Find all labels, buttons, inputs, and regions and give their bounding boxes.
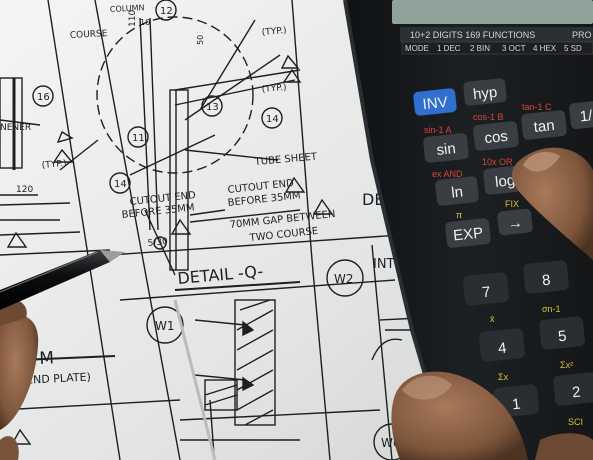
note-nener: NENER [0, 123, 31, 133]
key-tan-label: tan [533, 117, 556, 136]
pen [0, 250, 125, 310]
note-dim-530: 5/30 [147, 237, 168, 249]
mode-tab-oct: 3 OCT [502, 44, 526, 53]
key-ln-label: ln [450, 183, 463, 201]
key-log-label: log [494, 172, 516, 191]
shift-exp: ex AND [432, 169, 463, 179]
callout-11: 11 [132, 133, 145, 144]
key-hyp[interactable]: hyp [463, 78, 507, 106]
note-dim-110: 110 [128, 10, 138, 27]
key-hyp-label: hyp [472, 84, 498, 103]
weld-mark-w1: W1 [155, 319, 175, 333]
shift-sigma-x: Σx [498, 372, 509, 382]
key-2[interactable]: 2 [553, 372, 593, 406]
mode-tab-dec: 1 DEC [437, 44, 461, 53]
mode-tab-bin: 2 BIN [470, 44, 490, 53]
shift-pi: π [456, 210, 462, 220]
shift-tan-inv: tan-1 C [522, 102, 552, 112]
calculator-display [392, 0, 593, 24]
left-hand [0, 298, 39, 460]
key-inv[interactable]: INV [413, 88, 457, 116]
key-tan[interactable]: tan [521, 110, 567, 140]
key-7[interactable]: 7 [463, 272, 510, 306]
callout-13: 13 [206, 102, 219, 113]
note-typ-2: (TYP.) [261, 83, 287, 95]
weld-mark-w2: W2 [334, 272, 354, 286]
model-pro: PRO [572, 30, 592, 40]
note-column: COLUMN [110, 3, 145, 14]
calculator: 10+2 DIGITS 169 FUNCTIONS PRO MODE 1 DEC… [343, 0, 593, 460]
note-typ-3: (TYP.) [41, 159, 67, 171]
key-inv-label: INV [422, 94, 449, 114]
key-4-label: 4 [497, 340, 507, 358]
shift-fix: FIX [505, 199, 519, 209]
key-cos-label: cos [484, 128, 509, 147]
key-4[interactable]: 4 [479, 328, 526, 362]
model-text: 10+2 DIGITS 169 FUNCTIONS [410, 30, 535, 40]
shift-cos-inv: cos-1 B [473, 112, 504, 122]
key-5[interactable]: 5 [539, 316, 586, 350]
shift-labels: sin-1 A cos-1 B tan-1 C ex AND 10x OR π … [424, 102, 583, 427]
paper-fold [173, 299, 217, 460]
shift-sigma-x2: Σx² [560, 360, 573, 370]
technical-drawing [0, 0, 421, 460]
key-1-label: 1 [511, 396, 521, 414]
right-hand [391, 147, 593, 460]
key-frac-label: 1/ [579, 107, 593, 125]
callout-12: 12 [160, 6, 173, 17]
key-7-label: 7 [481, 284, 491, 302]
mode-tab-hex: 4 HEX [533, 44, 557, 53]
key-arrow-label: → [507, 214, 524, 232]
shift-sin-inv: sin-1 A [424, 125, 452, 135]
note-dim-120: 120 [16, 185, 33, 195]
key-arrow[interactable]: → [497, 208, 533, 236]
note-end-plate: (END PLATE) [21, 370, 91, 387]
note-course: COURSE [70, 29, 108, 41]
callout-10: 10 [140, 18, 150, 27]
key-2-label: 2 [571, 384, 581, 402]
key-5-label: 5 [557, 328, 567, 346]
key-exp[interactable]: EXP [445, 218, 491, 248]
key-8[interactable]: 8 [523, 260, 570, 294]
key-ln[interactable]: ln [435, 176, 479, 206]
key-frac[interactable]: 1/ [569, 100, 593, 130]
key-exp-label: EXP [452, 224, 484, 244]
note-typ-1: (TYP.) [261, 26, 287, 38]
shift-xbar: x̄ [490, 314, 495, 324]
shift-ten: 10x OR [482, 157, 513, 167]
mode-tab-sd: 5 SD [564, 44, 582, 53]
note-dim-50: 50 [196, 35, 205, 45]
mode-tabs: MODE 1 DEC 2 BIN 3 OCT 4 HEX 5 SD [401, 41, 593, 55]
callout-16: 16 [37, 92, 50, 103]
shift-sci: SCI [568, 417, 583, 427]
key-sin[interactable]: sin [423, 133, 469, 163]
model-bar [400, 27, 593, 42]
key-sin-label: sin [436, 140, 457, 159]
calculator-keys: INV hyp sin cos tan 1/ [413, 78, 593, 418]
key-8-label: 8 [541, 272, 551, 290]
key-cos[interactable]: cos [473, 121, 519, 151]
callout-14a: 14 [266, 114, 279, 125]
callout-14b: 14 [114, 179, 127, 190]
shift-sigma-n1: σn-1 [542, 304, 561, 314]
mode-tab-mode: MODE [405, 44, 429, 53]
